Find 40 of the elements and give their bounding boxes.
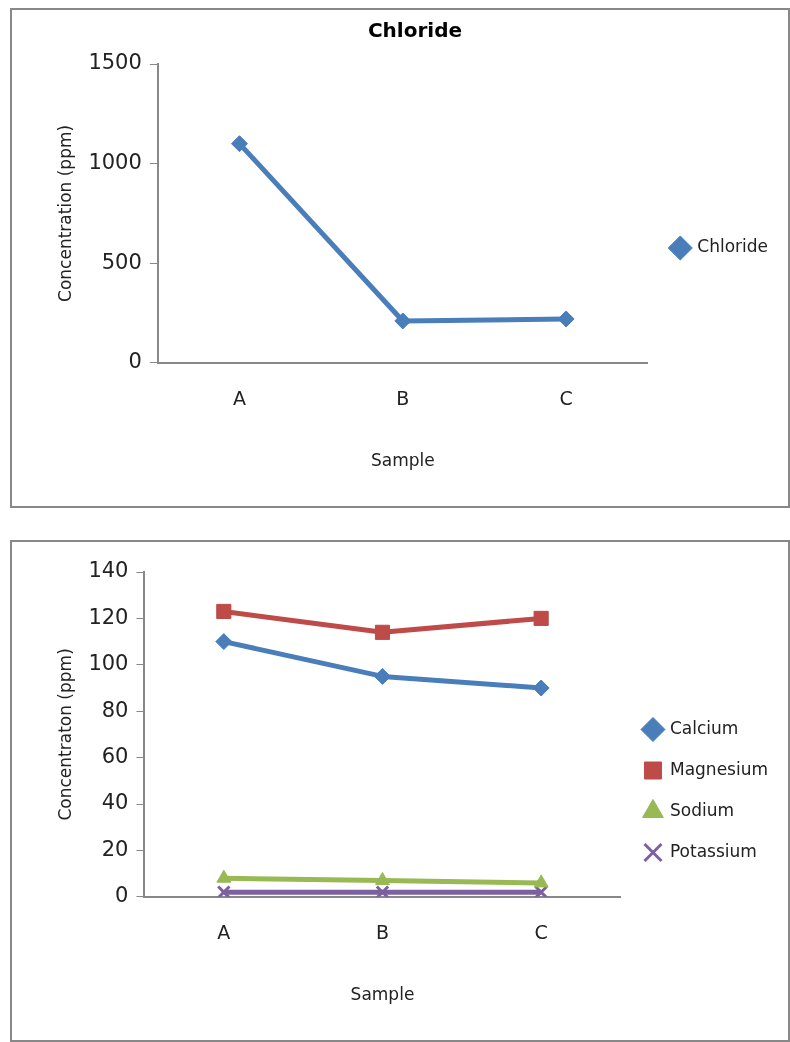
y-axis-title: Concentration (ppm): [54, 124, 75, 302]
legend-label: Potassium: [669, 840, 757, 861]
legend-label: Calcium: [669, 717, 739, 738]
point: [374, 624, 391, 640]
y-tick-label: 140: [88, 558, 129, 583]
y-tick-label: 0: [128, 349, 142, 374]
x-axis-title: Sample: [350, 984, 415, 1005]
y-tick-label: 20: [101, 836, 129, 861]
point: [373, 667, 391, 685]
x-tick-label: B: [375, 921, 389, 944]
x-tick-label: A: [217, 921, 231, 944]
y-tick-label: 500: [101, 249, 142, 274]
y-tick-label: 1000: [88, 150, 142, 175]
x-axis-title: Sample: [370, 450, 435, 471]
y-axis-title: Concentraton (ppm): [54, 648, 75, 821]
y-tick-label: 80: [101, 697, 129, 722]
point: [533, 885, 549, 897]
x-tick-label: C: [559, 387, 573, 410]
y-tick-label: 120: [88, 604, 129, 629]
y-tick-label: 0: [115, 883, 129, 908]
y-tick-label: 100: [88, 651, 129, 676]
y-tick-label: 40: [101, 790, 129, 815]
point: [216, 885, 231, 897]
x-tick-label: C: [534, 921, 548, 944]
point: [375, 872, 390, 886]
x-tick-label: A: [233, 387, 246, 410]
y-tick-label: 60: [101, 744, 129, 769]
point: [215, 633, 233, 651]
legend-label: Chloride: [697, 236, 768, 257]
point: [216, 869, 232, 883]
chart-title: Chloride: [367, 18, 463, 43]
legend-label: Sodium: [669, 799, 735, 820]
point: [375, 885, 390, 897]
point: [231, 135, 248, 153]
point: [216, 603, 232, 620]
point: [533, 610, 549, 626]
point: [533, 874, 549, 888]
x-tick-label: B: [396, 387, 410, 410]
y-tick-label: 1500: [88, 50, 142, 75]
legend-label: Magnesium: [669, 758, 769, 779]
